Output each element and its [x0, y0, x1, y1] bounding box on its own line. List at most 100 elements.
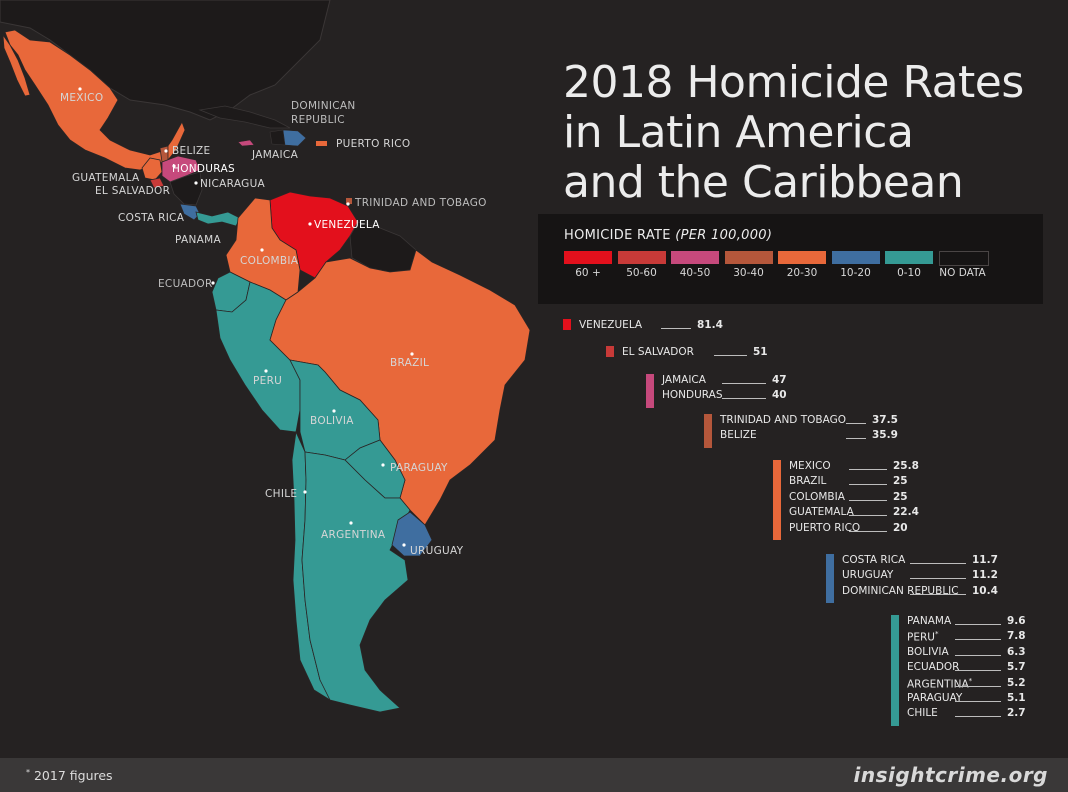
ranking-group-color-bar [704, 414, 712, 448]
ranking-row-leader-line [849, 515, 887, 517]
ranking-row-country: MEXICO [789, 460, 831, 472]
legend: HOMICIDE RATE (PER 100,000) 60 + 50-60 40-… [538, 214, 1043, 304]
ranking-row-value: 51 [753, 346, 768, 358]
ranking-row-value: 11.7 [972, 554, 998, 566]
ranking-row-country: BRAZIL [789, 475, 827, 488]
ranking-row-leader-line [849, 469, 887, 470]
ranking-row-country: CHILE [907, 707, 938, 720]
map-label-costa-rica: COSTA RICA [118, 212, 185, 224]
ranking-row-value: 22.4 [893, 506, 919, 519]
cuba-shape [198, 105, 291, 129]
latin-america-map: MEXICO DOMINICAN REPUBLIC JAMAICA PUERTO… [0, 0, 531, 713]
map-label-uruguay: URUGUAY [410, 545, 464, 557]
legend-swatch-label: 20-30 [786, 267, 818, 279]
title-line-1: 2018 Homicide Rates [563, 57, 1024, 108]
map-label-bolivia: BOLIVIA [310, 415, 354, 427]
map-label-argentina: ARGENTINA [321, 529, 386, 541]
ranking-row-country: JAMAICA [662, 374, 706, 386]
footnote: * 2017 figures [26, 768, 113, 783]
ranking-group-color-bar [606, 346, 614, 357]
ranking-row-value: 2.7 [1007, 707, 1026, 720]
legend-swatch-label: 40-50 [679, 267, 711, 279]
map-label-peru: PERU [253, 375, 282, 387]
map-label-mexico: MEXICO [60, 92, 103, 104]
ranking-row-country: DOMINICAN REPUBLIC [842, 584, 959, 597]
ranking-row-country: COSTA RICA [842, 554, 906, 566]
el-salvador-shape [149, 177, 165, 189]
ranking-row-leader-line [714, 355, 747, 356]
ranking-row-leader-line [661, 328, 691, 329]
ranking-row-leader-line [849, 530, 887, 532]
map-label-honduras: HONDURAS [172, 163, 235, 175]
ranking-row-country: TRINIDAD AND TOBAGO [720, 414, 847, 426]
ranking-row-leader-line [910, 563, 966, 564]
ranking-row-country: BOLIVIA [907, 645, 949, 658]
legend-swatch-label: 60 + [575, 267, 601, 279]
map-label-nicaragua: NICARAGUA [200, 178, 266, 190]
mexico-shape [4, 29, 186, 171]
jamaica-shape [237, 139, 255, 147]
haiti-shape [269, 129, 286, 146]
ranking-row-value: 7.8 [1007, 630, 1026, 643]
map-label-brazil: BRAZIL [390, 357, 429, 369]
uruguay-shape [391, 511, 433, 557]
legend-swatch [671, 251, 719, 264]
panama-shape [195, 211, 241, 227]
ranking-row-value: 25 [893, 490, 908, 503]
ranking-row-value: 11.2 [972, 569, 998, 582]
title-line-2: in Latin America [563, 107, 914, 158]
baja-shape [2, 33, 31, 97]
honduras-shape [161, 155, 201, 183]
ranking-row-leader-line [955, 701, 1001, 702]
ranking-row-country: GUATEMALA [789, 506, 854, 519]
ranking-group-color-bar [891, 615, 899, 726]
ranking-row-leader-line [722, 383, 766, 384]
ranking-row-leader-line [955, 624, 1001, 625]
ranking-row-leader-line [955, 685, 1001, 687]
ranking-row-country: PARAGUAY [907, 692, 963, 704]
map-label-venezuela: VENEZUELA [314, 219, 380, 231]
ranking-row-country: PANAMA [907, 615, 952, 627]
ranking-row-country: ARGENTINA* [907, 676, 973, 691]
ranking-group-color-bar [826, 554, 834, 604]
ranking-row-country: ECUADOR [907, 661, 960, 674]
legend-swatch [831, 251, 880, 264]
ranking-row-value: 10.4 [972, 584, 998, 597]
map-label-dominican-republic-1: DOMINICAN [291, 100, 356, 112]
map-label-guatemala: GUATEMALA [72, 172, 140, 184]
argentina-shape [301, 451, 411, 713]
ranking-row-leader-line [955, 654, 1001, 656]
ranking-row-country: PUERTO RICO [789, 521, 861, 534]
ranking-row-leader-line [722, 398, 766, 400]
ranking-row-note: * [968, 676, 973, 685]
ranking-row-value: 5.1 [1007, 692, 1026, 704]
legend-swatch [724, 251, 773, 264]
legend-swatch-label: NO DATA [939, 267, 986, 279]
ranking-row-value: 6.3 [1007, 645, 1026, 658]
ranking-row-leader-line [846, 423, 866, 424]
title-line-3: and the Caribbean [563, 157, 964, 208]
label-dots [78, 87, 414, 547]
ranking-row-value: 40 [772, 389, 787, 402]
page-title: 2018 Homicide Rates in Latin America and… [563, 58, 1043, 208]
footer: * 2017 figures insightcrime.org [0, 758, 1068, 792]
map-label-ecuador: ECUADOR [158, 278, 213, 290]
ranking-row-country: PERU* [907, 630, 939, 644]
ranking-row-leader-line [846, 438, 866, 440]
ranking-row-country: COLOMBIA [789, 490, 845, 503]
ranking-row-leader-line [849, 484, 887, 486]
ranking-row-note: * [934, 630, 939, 639]
legend-title: HOMICIDE RATE (PER 100,000) [564, 228, 772, 243]
ranking-row-country: BELIZE [720, 429, 757, 442]
legend-swatch-label: 10-20 [840, 267, 871, 279]
brand-logo-text: insightcrime.org [853, 763, 1048, 787]
nicaragua-shape [169, 171, 203, 206]
ranking-row-leader-line [955, 639, 1001, 641]
ranking-group-color-bar [563, 319, 571, 330]
legend-swatch [617, 251, 666, 264]
legend-swatch-label: 0-10 [897, 267, 921, 279]
map-label-belize: BELIZE [172, 145, 210, 157]
puerto-rico-shape [316, 141, 327, 146]
map-label-el-salvador: EL SALVADOR [95, 185, 170, 197]
ranking-row-value: 47 [772, 374, 787, 386]
